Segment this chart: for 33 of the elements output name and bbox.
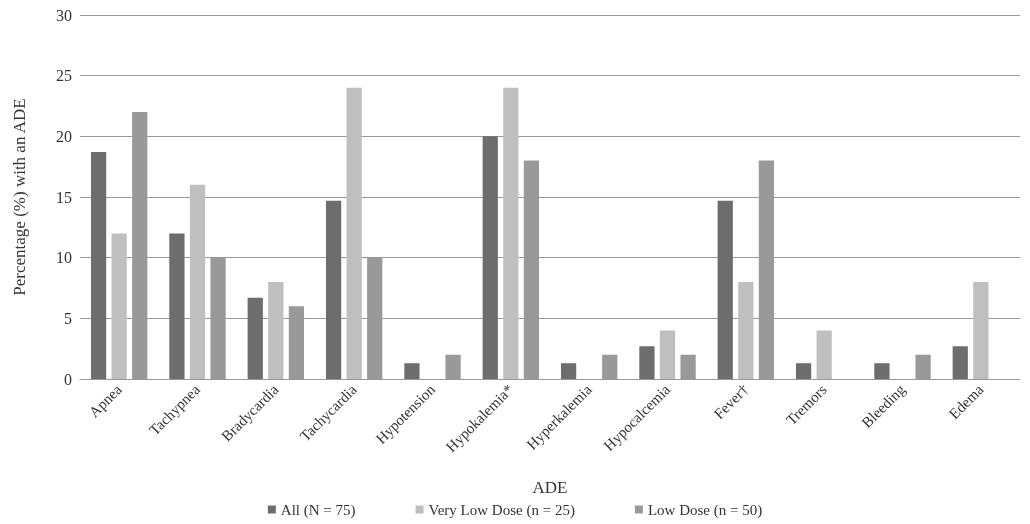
legend-label: Very Low Dose (n = 25): [428, 501, 575, 519]
y-tick-label: 25: [56, 67, 72, 85]
bar: [503, 87, 519, 379]
x-axis-title: ADE: [532, 478, 568, 497]
bar: [952, 346, 968, 379]
legend-label: All (N = 75): [280, 501, 356, 519]
y-tick-label: 5: [64, 309, 72, 327]
bar: [738, 281, 754, 379]
bar: [189, 184, 206, 379]
bar: [973, 281, 989, 379]
y-tick-label: 30: [56, 6, 72, 24]
bar: [247, 297, 263, 379]
bar: [404, 363, 420, 379]
y-tick-label: 15: [56, 188, 72, 206]
y-tick-label: 10: [56, 249, 72, 267]
y-tick-label: 0: [64, 370, 72, 388]
bar: [268, 281, 284, 379]
bar: [874, 363, 890, 379]
bar: [325, 200, 342, 379]
legend-label: Low Dose (n = 50): [647, 501, 763, 519]
bar: [169, 233, 185, 379]
y-axis-title: Percentage (%) with an ADE: [10, 98, 29, 296]
bar: [816, 330, 832, 379]
bar: [717, 200, 733, 379]
y-tick-label: 20: [56, 127, 72, 145]
bar: [482, 136, 498, 379]
bar: [639, 346, 655, 379]
bar: [90, 152, 107, 379]
bar: [346, 87, 362, 379]
bar: [795, 363, 812, 379]
bar: [659, 330, 676, 379]
bar: [111, 233, 127, 379]
bar: [560, 363, 577, 379]
